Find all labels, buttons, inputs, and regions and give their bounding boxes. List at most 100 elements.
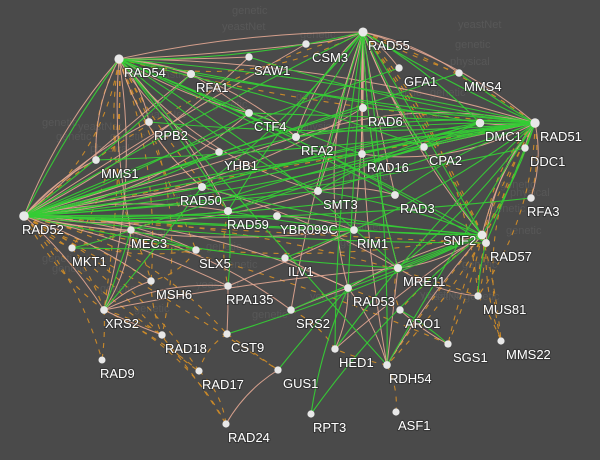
graph-node[interactable] <box>314 187 322 195</box>
graph-node-label: RAD17 <box>202 377 244 392</box>
graph-node[interactable] <box>147 277 155 285</box>
graph-node[interactable] <box>222 420 230 428</box>
graph-node[interactable] <box>358 150 366 158</box>
graph-node[interactable] <box>530 118 540 128</box>
graph-node[interactable] <box>114 54 124 64</box>
graph-edge <box>317 31 364 192</box>
graph-node-label: MMS22 <box>506 347 551 362</box>
graph-edge <box>226 234 483 335</box>
graph-node[interactable] <box>420 143 428 151</box>
graph-edge <box>23 121 150 217</box>
graph-edge <box>23 186 203 217</box>
graph-node[interactable] <box>68 244 76 252</box>
graph-node[interactable] <box>98 356 106 364</box>
graph-node[interactable] <box>223 330 231 338</box>
graph-node[interactable] <box>359 104 367 112</box>
graph-node[interactable] <box>273 212 281 220</box>
graph-node[interactable] <box>475 118 485 128</box>
graph-node[interactable] <box>474 292 482 300</box>
graph-node[interactable] <box>192 246 200 254</box>
graph-node-label: CSM3 <box>312 50 348 65</box>
watermark-label: genetic <box>300 29 336 41</box>
graph-node[interactable] <box>195 367 203 375</box>
graph-node[interactable] <box>145 118 153 126</box>
graph-node[interactable] <box>158 331 166 339</box>
graph-edge <box>23 215 449 345</box>
graph-node[interactable] <box>396 306 404 314</box>
graph-edge <box>130 229 152 282</box>
graph-edge <box>130 229 197 251</box>
graph-edge <box>386 234 483 366</box>
graph-edge <box>227 210 231 287</box>
graph-node[interactable] <box>358 27 368 37</box>
graph-edge <box>530 122 539 199</box>
graph-edge <box>317 190 483 236</box>
graph-node[interactable] <box>100 306 108 314</box>
graph-node[interactable] <box>186 69 196 79</box>
graph-node[interactable] <box>350 226 358 234</box>
graph-edge <box>23 214 278 217</box>
graph-edge <box>103 267 399 311</box>
graph-node[interactable] <box>477 230 487 240</box>
graph-node[interactable] <box>392 408 400 416</box>
graph-edge <box>23 122 536 217</box>
graph-node[interactable] <box>92 156 100 164</box>
graph-edge <box>71 247 197 251</box>
graph-node[interactable] <box>455 69 463 77</box>
graph-node-label: CTF4 <box>254 119 287 134</box>
graph-edge <box>485 242 502 342</box>
graph-edge <box>95 122 536 161</box>
graph-node[interactable] <box>245 109 253 117</box>
graph-node-label: RAD16 <box>367 160 409 175</box>
graph-node[interactable] <box>223 206 233 216</box>
graph-node[interactable] <box>395 64 403 72</box>
graph-node[interactable] <box>521 144 529 152</box>
graph-edge <box>23 215 483 255</box>
graph-node[interactable] <box>197 182 207 192</box>
graph-node[interactable] <box>383 361 391 369</box>
graph-edge <box>362 31 460 74</box>
graph-node[interactable] <box>444 340 452 348</box>
graph-edge <box>276 215 483 236</box>
graph-edge <box>198 370 227 425</box>
graph-node[interactable] <box>215 148 223 156</box>
graph-node-label: RAD57 <box>490 249 532 264</box>
watermark-label: genetic <box>455 39 491 51</box>
node-label-layer: RAD54 RAD55 CSM3 SAW1 GFA1 MMS4 RFA1 RAD6 RPB2 CT… <box>21 37 583 446</box>
graph-node[interactable] <box>497 337 505 345</box>
graph-edge <box>103 229 132 311</box>
graph-node-label: GFA1 <box>404 74 437 89</box>
graph-node[interactable] <box>281 254 289 262</box>
graph-edge <box>248 56 536 124</box>
graph-node[interactable] <box>224 282 232 290</box>
graph-edge <box>295 112 536 138</box>
graph-node[interactable] <box>19 211 29 221</box>
graph-node[interactable] <box>391 191 399 199</box>
watermark-label: yeastNet <box>422 291 465 303</box>
graph-node[interactable] <box>245 53 253 61</box>
graph-node[interactable] <box>274 366 282 374</box>
graph-node-label: RPT3 <box>313 420 346 435</box>
graph-node[interactable] <box>482 239 490 247</box>
graph-node[interactable] <box>307 410 315 418</box>
graph-node-label: SRS2 <box>296 316 330 331</box>
graph-node[interactable] <box>344 284 352 292</box>
graph-node-label: RAD55 <box>368 38 410 53</box>
graph-edge <box>201 31 364 188</box>
graph-node[interactable] <box>527 194 535 202</box>
graph-node[interactable] <box>127 226 135 234</box>
graph-edge <box>394 122 536 196</box>
graph-node[interactable] <box>331 345 339 353</box>
graph-node-label: DMC1 <box>485 129 522 144</box>
graph-node[interactable] <box>393 263 403 273</box>
graph-node-label: RAD50 <box>180 193 222 208</box>
graph-node[interactable] <box>287 306 295 314</box>
graph-node-label: RFA1 <box>196 80 229 95</box>
graph-node-label: SAW1 <box>254 63 290 78</box>
graph-node[interactable] <box>292 133 300 141</box>
graph-edge <box>23 215 292 311</box>
graph-node[interactable] <box>302 40 310 48</box>
graph-node-label: YHB1 <box>224 158 258 173</box>
